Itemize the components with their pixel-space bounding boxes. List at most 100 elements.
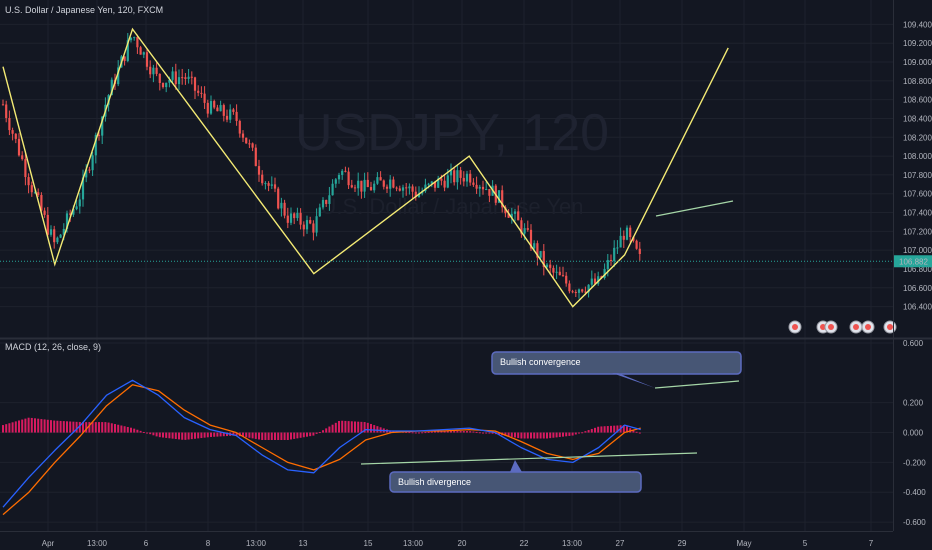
histogram-bar <box>411 432 414 434</box>
down-candle <box>472 182 475 185</box>
up-candle <box>555 271 558 273</box>
histogram-bar <box>635 431 638 433</box>
up-candle <box>613 247 616 261</box>
histogram-bar <box>418 432 420 434</box>
histogram-bar <box>43 419 46 433</box>
histogram-bar <box>27 417 30 433</box>
down-candle <box>241 133 245 138</box>
down-candle <box>197 90 200 93</box>
down-candle <box>385 186 389 189</box>
down-candle <box>235 111 238 121</box>
price-candles <box>1 33 641 299</box>
histogram-bar <box>552 432 555 438</box>
price-axis-tick: 108.800 <box>903 77 932 86</box>
up-candle <box>168 79 171 83</box>
last-price-tag <box>894 255 932 268</box>
up-candle <box>209 101 213 114</box>
down-candle <box>206 102 209 114</box>
up-candle <box>56 237 59 243</box>
histogram-bar <box>34 418 36 433</box>
down-candle <box>245 137 248 144</box>
up-candle <box>376 177 379 184</box>
histogram-bar <box>88 422 91 433</box>
time-axis-tick: Apr <box>42 539 55 548</box>
up-candle <box>510 213 513 218</box>
up-candle <box>449 170 453 176</box>
histogram-bar <box>603 426 606 433</box>
histogram-bar <box>632 429 635 433</box>
down-candle <box>552 267 555 273</box>
histogram-bar <box>638 432 641 434</box>
histogram-bar <box>533 432 536 439</box>
price-axis-tick: 109.200 <box>903 39 932 48</box>
histogram-bar <box>414 432 417 434</box>
histogram-bar <box>171 432 174 439</box>
histogram-bar <box>200 432 203 439</box>
histogram-bar <box>523 432 526 439</box>
histogram-bar <box>158 432 161 438</box>
down-candle <box>609 260 613 262</box>
down-candle <box>568 283 571 292</box>
histogram-bar <box>98 422 100 433</box>
up-candle <box>129 37 133 41</box>
histogram-bar <box>562 432 564 437</box>
histogram-bar <box>600 426 603 433</box>
histogram-bar <box>587 430 590 433</box>
histogram-bar <box>18 420 20 433</box>
down-candle <box>488 189 491 196</box>
time-axis-tick: 13:00 <box>403 539 424 548</box>
down-candle <box>462 177 465 182</box>
histogram-bar <box>91 422 94 433</box>
macd-convergence-line[interactable] <box>654 380 740 389</box>
histogram-bar <box>626 426 628 433</box>
down-candle <box>181 77 184 79</box>
down-candle <box>536 243 539 258</box>
histogram-bar <box>466 431 468 433</box>
histogram-bar <box>264 432 267 440</box>
histogram-bar <box>69 421 72 433</box>
down-candle <box>558 271 561 276</box>
histogram-bar <box>341 420 344 433</box>
histogram-bar <box>120 425 123 433</box>
down-candle <box>136 37 139 48</box>
down-candle <box>17 138 21 156</box>
time-axis-tick: May <box>736 539 751 548</box>
histogram-bar <box>53 420 56 433</box>
histogram-bar <box>462 431 465 433</box>
down-candle <box>369 187 373 191</box>
event-flag-dot <box>853 324 859 330</box>
histogram-bar <box>430 431 433 433</box>
price-trend-line[interactable] <box>655 200 734 217</box>
histogram-bar <box>133 428 136 433</box>
price-axis-tick: 108.000 <box>903 152 932 161</box>
histogram-bar <box>421 432 424 434</box>
down-candle <box>203 93 206 103</box>
histogram-bar <box>539 432 542 439</box>
histogram-bar <box>347 421 350 433</box>
price-axis-tick: 107.400 <box>903 209 932 218</box>
histogram-bar <box>261 432 264 440</box>
down-candle <box>433 181 437 188</box>
up-candle <box>545 264 549 268</box>
histogram-bar <box>344 420 347 433</box>
symbol-watermark: USDJPY, 120 U.S. Dollar / Japanese Yen <box>295 104 609 219</box>
histogram-bar <box>14 421 17 433</box>
histogram-bar <box>472 431 475 433</box>
price-axis-tick: 107.200 <box>903 227 932 236</box>
price-axis-tick: 108.200 <box>903 133 932 142</box>
histogram-bar <box>514 432 516 438</box>
down-candle <box>549 264 552 268</box>
down-candle <box>635 240 638 249</box>
down-candle <box>638 248 641 254</box>
zigzag-line[interactable] <box>2 27 729 308</box>
histogram-bar <box>328 426 331 433</box>
up-candle <box>606 260 609 269</box>
down-candle <box>69 213 72 215</box>
up-candle <box>357 180 360 189</box>
macd-divergence-line[interactable] <box>360 452 698 465</box>
histogram-bar <box>59 420 62 433</box>
up-candle <box>465 173 469 182</box>
histogram-bar <box>357 421 360 433</box>
